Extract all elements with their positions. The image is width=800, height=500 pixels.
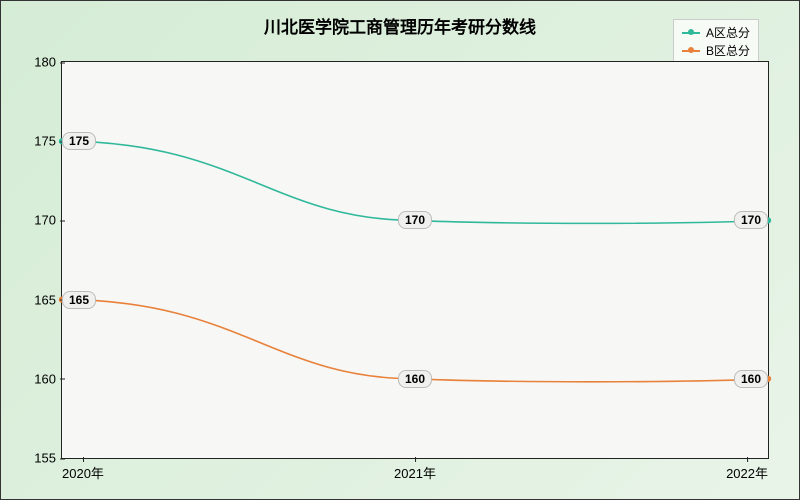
legend-label-b: B区总分 (706, 42, 750, 60)
y-tick: 180 (22, 55, 56, 70)
y-tick: 155 (22, 451, 56, 466)
x-tick: 2021年 (394, 463, 436, 482)
legend-item-a: A区总分 (682, 24, 750, 42)
line-layer (62, 62, 768, 458)
x-tick: 2020年 (62, 463, 104, 482)
plot-area: 1551601651701751802020年2021年2022年1751701… (61, 61, 769, 459)
point-label: 165 (62, 291, 96, 309)
legend-item-b: B区总分 (682, 42, 750, 60)
x-tick: 2022年 (726, 463, 768, 482)
y-tick: 165 (22, 292, 56, 307)
point-label: 170 (734, 211, 768, 229)
point-label: 175 (62, 132, 96, 150)
chart-container: 川北医学院工商管理历年考研分数线 A区总分 B区总分 1551601651701… (0, 0, 800, 500)
y-tick: 170 (22, 213, 56, 228)
point-label: 160 (398, 370, 432, 388)
legend: A区总分 B区总分 (673, 19, 759, 65)
legend-label-a: A区总分 (706, 24, 750, 42)
point-label: 170 (398, 211, 432, 229)
y-tick: 175 (22, 134, 56, 149)
point-label: 160 (734, 370, 768, 388)
y-tick: 160 (22, 371, 56, 386)
